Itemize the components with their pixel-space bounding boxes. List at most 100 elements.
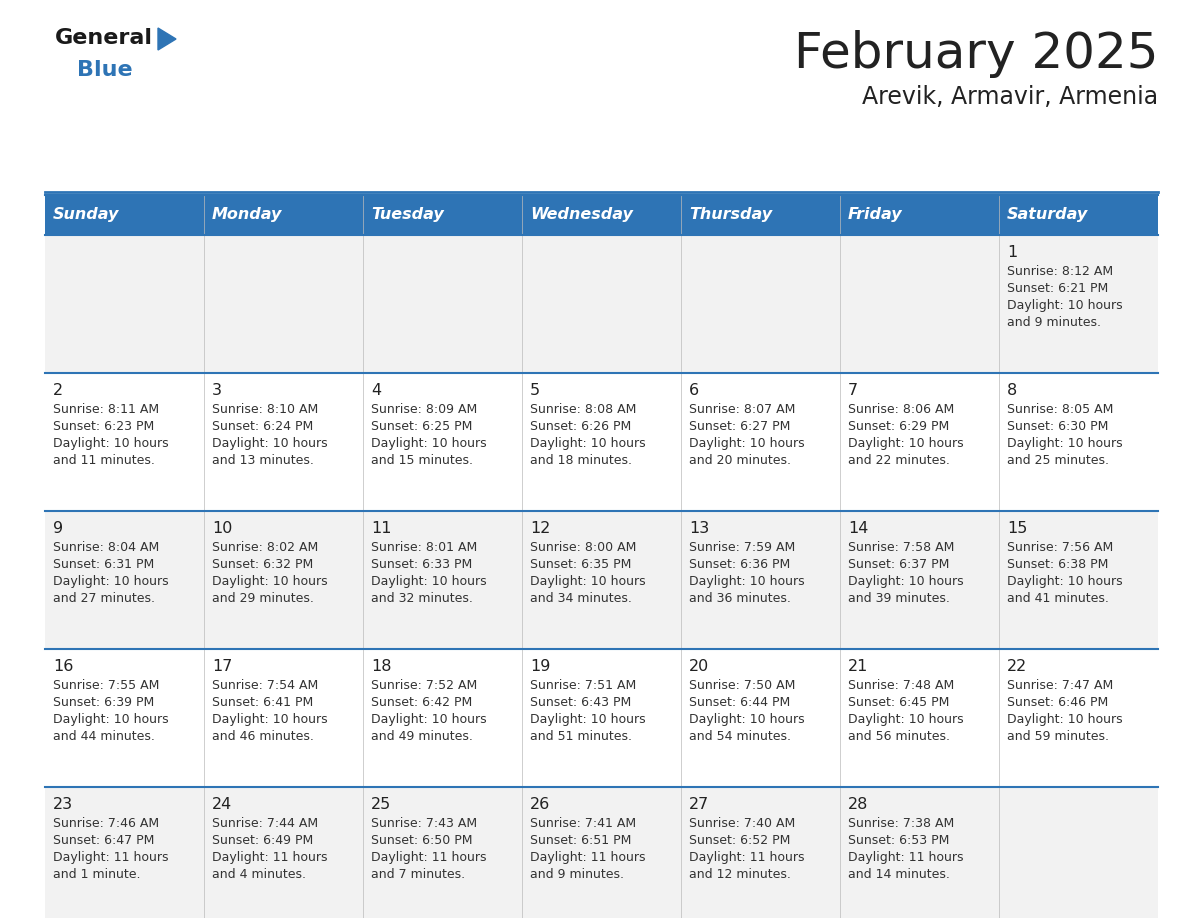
Text: Monday: Monday xyxy=(211,207,283,221)
Text: Sunrise: 8:01 AM: Sunrise: 8:01 AM xyxy=(371,541,478,554)
Text: and 32 minutes.: and 32 minutes. xyxy=(371,592,473,605)
Text: Daylight: 10 hours: Daylight: 10 hours xyxy=(53,713,169,726)
Text: Sunrise: 8:06 AM: Sunrise: 8:06 AM xyxy=(848,403,954,416)
Text: and 27 minutes.: and 27 minutes. xyxy=(53,592,154,605)
Text: Sunset: 6:45 PM: Sunset: 6:45 PM xyxy=(848,696,949,709)
Text: 15: 15 xyxy=(1007,521,1028,536)
Bar xyxy=(45,373,1158,511)
Text: Thursday: Thursday xyxy=(689,207,772,221)
Text: Sunrise: 7:51 AM: Sunrise: 7:51 AM xyxy=(530,679,637,692)
Text: Sunset: 6:25 PM: Sunset: 6:25 PM xyxy=(371,420,473,433)
Text: Sunset: 6:53 PM: Sunset: 6:53 PM xyxy=(848,834,949,847)
Text: Daylight: 10 hours: Daylight: 10 hours xyxy=(211,437,328,450)
Text: 27: 27 xyxy=(689,797,709,812)
Text: Daylight: 11 hours: Daylight: 11 hours xyxy=(371,851,487,864)
Text: and 36 minutes.: and 36 minutes. xyxy=(689,592,791,605)
Text: Sunrise: 8:04 AM: Sunrise: 8:04 AM xyxy=(53,541,159,554)
Text: Daylight: 11 hours: Daylight: 11 hours xyxy=(848,851,963,864)
Text: 3: 3 xyxy=(211,383,222,398)
Text: and 29 minutes.: and 29 minutes. xyxy=(211,592,314,605)
Text: 4: 4 xyxy=(371,383,381,398)
Text: Daylight: 10 hours: Daylight: 10 hours xyxy=(371,437,487,450)
Polygon shape xyxy=(158,28,176,50)
Text: and 11 minutes.: and 11 minutes. xyxy=(53,454,154,467)
Text: 12: 12 xyxy=(530,521,550,536)
Text: Sunday: Sunday xyxy=(53,207,119,221)
Text: and 39 minutes.: and 39 minutes. xyxy=(848,592,950,605)
Text: 25: 25 xyxy=(371,797,391,812)
Text: Sunrise: 7:40 AM: Sunrise: 7:40 AM xyxy=(689,817,795,830)
Text: Daylight: 10 hours: Daylight: 10 hours xyxy=(211,713,328,726)
Text: Sunset: 6:51 PM: Sunset: 6:51 PM xyxy=(530,834,631,847)
Text: Sunrise: 7:55 AM: Sunrise: 7:55 AM xyxy=(53,679,159,692)
Text: Sunset: 6:38 PM: Sunset: 6:38 PM xyxy=(1007,558,1108,571)
Text: Daylight: 10 hours: Daylight: 10 hours xyxy=(689,713,804,726)
Text: 14: 14 xyxy=(848,521,868,536)
Text: 17: 17 xyxy=(211,659,233,674)
Text: Sunrise: 7:54 AM: Sunrise: 7:54 AM xyxy=(211,679,318,692)
Text: Daylight: 10 hours: Daylight: 10 hours xyxy=(53,437,169,450)
Text: Arevik, Armavir, Armenia: Arevik, Armavir, Armenia xyxy=(861,85,1158,109)
Text: Sunrise: 8:05 AM: Sunrise: 8:05 AM xyxy=(1007,403,1113,416)
Text: and 1 minute.: and 1 minute. xyxy=(53,868,140,881)
Text: Daylight: 10 hours: Daylight: 10 hours xyxy=(530,713,645,726)
Text: Daylight: 10 hours: Daylight: 10 hours xyxy=(530,437,645,450)
Text: Sunrise: 7:52 AM: Sunrise: 7:52 AM xyxy=(371,679,478,692)
Text: 21: 21 xyxy=(848,659,868,674)
Text: Sunrise: 7:48 AM: Sunrise: 7:48 AM xyxy=(848,679,954,692)
Text: and 44 minutes.: and 44 minutes. xyxy=(53,730,154,743)
Text: Sunset: 6:41 PM: Sunset: 6:41 PM xyxy=(211,696,314,709)
Text: Sunset: 6:47 PM: Sunset: 6:47 PM xyxy=(53,834,154,847)
Text: 19: 19 xyxy=(530,659,550,674)
Text: 10: 10 xyxy=(211,521,233,536)
Text: Daylight: 10 hours: Daylight: 10 hours xyxy=(1007,437,1123,450)
Text: 6: 6 xyxy=(689,383,699,398)
Text: 18: 18 xyxy=(371,659,392,674)
Text: and 59 minutes.: and 59 minutes. xyxy=(1007,730,1110,743)
Text: and 18 minutes.: and 18 minutes. xyxy=(530,454,632,467)
Text: 2: 2 xyxy=(53,383,63,398)
Text: Daylight: 10 hours: Daylight: 10 hours xyxy=(371,575,487,588)
Text: and 9 minutes.: and 9 minutes. xyxy=(1007,316,1101,329)
Text: Daylight: 10 hours: Daylight: 10 hours xyxy=(1007,299,1123,312)
Text: and 12 minutes.: and 12 minutes. xyxy=(689,868,791,881)
Text: Sunset: 6:37 PM: Sunset: 6:37 PM xyxy=(848,558,949,571)
Text: and 49 minutes.: and 49 minutes. xyxy=(371,730,473,743)
Text: 20: 20 xyxy=(689,659,709,674)
Text: Sunrise: 8:02 AM: Sunrise: 8:02 AM xyxy=(211,541,318,554)
Text: Sunrise: 8:09 AM: Sunrise: 8:09 AM xyxy=(371,403,478,416)
Text: Sunset: 6:35 PM: Sunset: 6:35 PM xyxy=(530,558,631,571)
Text: and 13 minutes.: and 13 minutes. xyxy=(211,454,314,467)
Text: Sunset: 6:30 PM: Sunset: 6:30 PM xyxy=(1007,420,1108,433)
Text: Sunset: 6:23 PM: Sunset: 6:23 PM xyxy=(53,420,154,433)
Text: Daylight: 10 hours: Daylight: 10 hours xyxy=(689,575,804,588)
Text: Sunrise: 7:56 AM: Sunrise: 7:56 AM xyxy=(1007,541,1113,554)
Text: 13: 13 xyxy=(689,521,709,536)
Bar xyxy=(45,511,1158,649)
Text: 11: 11 xyxy=(371,521,392,536)
Text: 23: 23 xyxy=(53,797,74,812)
Text: and 54 minutes.: and 54 minutes. xyxy=(689,730,791,743)
Text: and 51 minutes.: and 51 minutes. xyxy=(530,730,632,743)
Text: 1: 1 xyxy=(1007,245,1017,260)
Text: Daylight: 10 hours: Daylight: 10 hours xyxy=(211,575,328,588)
Text: and 25 minutes.: and 25 minutes. xyxy=(1007,454,1110,467)
Text: Daylight: 10 hours: Daylight: 10 hours xyxy=(1007,713,1123,726)
Text: Sunrise: 7:47 AM: Sunrise: 7:47 AM xyxy=(1007,679,1113,692)
Text: 7: 7 xyxy=(848,383,858,398)
Text: 16: 16 xyxy=(53,659,74,674)
Text: 9: 9 xyxy=(53,521,63,536)
Text: Wednesday: Wednesday xyxy=(530,207,633,221)
Text: Sunrise: 7:50 AM: Sunrise: 7:50 AM xyxy=(689,679,796,692)
Text: Sunrise: 7:58 AM: Sunrise: 7:58 AM xyxy=(848,541,954,554)
Text: and 34 minutes.: and 34 minutes. xyxy=(530,592,632,605)
Text: Daylight: 10 hours: Daylight: 10 hours xyxy=(848,575,963,588)
Text: Daylight: 11 hours: Daylight: 11 hours xyxy=(530,851,645,864)
Text: Sunrise: 8:10 AM: Sunrise: 8:10 AM xyxy=(211,403,318,416)
Text: 24: 24 xyxy=(211,797,232,812)
Text: Sunset: 6:44 PM: Sunset: 6:44 PM xyxy=(689,696,790,709)
Text: Daylight: 10 hours: Daylight: 10 hours xyxy=(53,575,169,588)
Text: Sunset: 6:24 PM: Sunset: 6:24 PM xyxy=(211,420,314,433)
Text: Daylight: 10 hours: Daylight: 10 hours xyxy=(848,713,963,726)
Bar xyxy=(45,649,1158,787)
